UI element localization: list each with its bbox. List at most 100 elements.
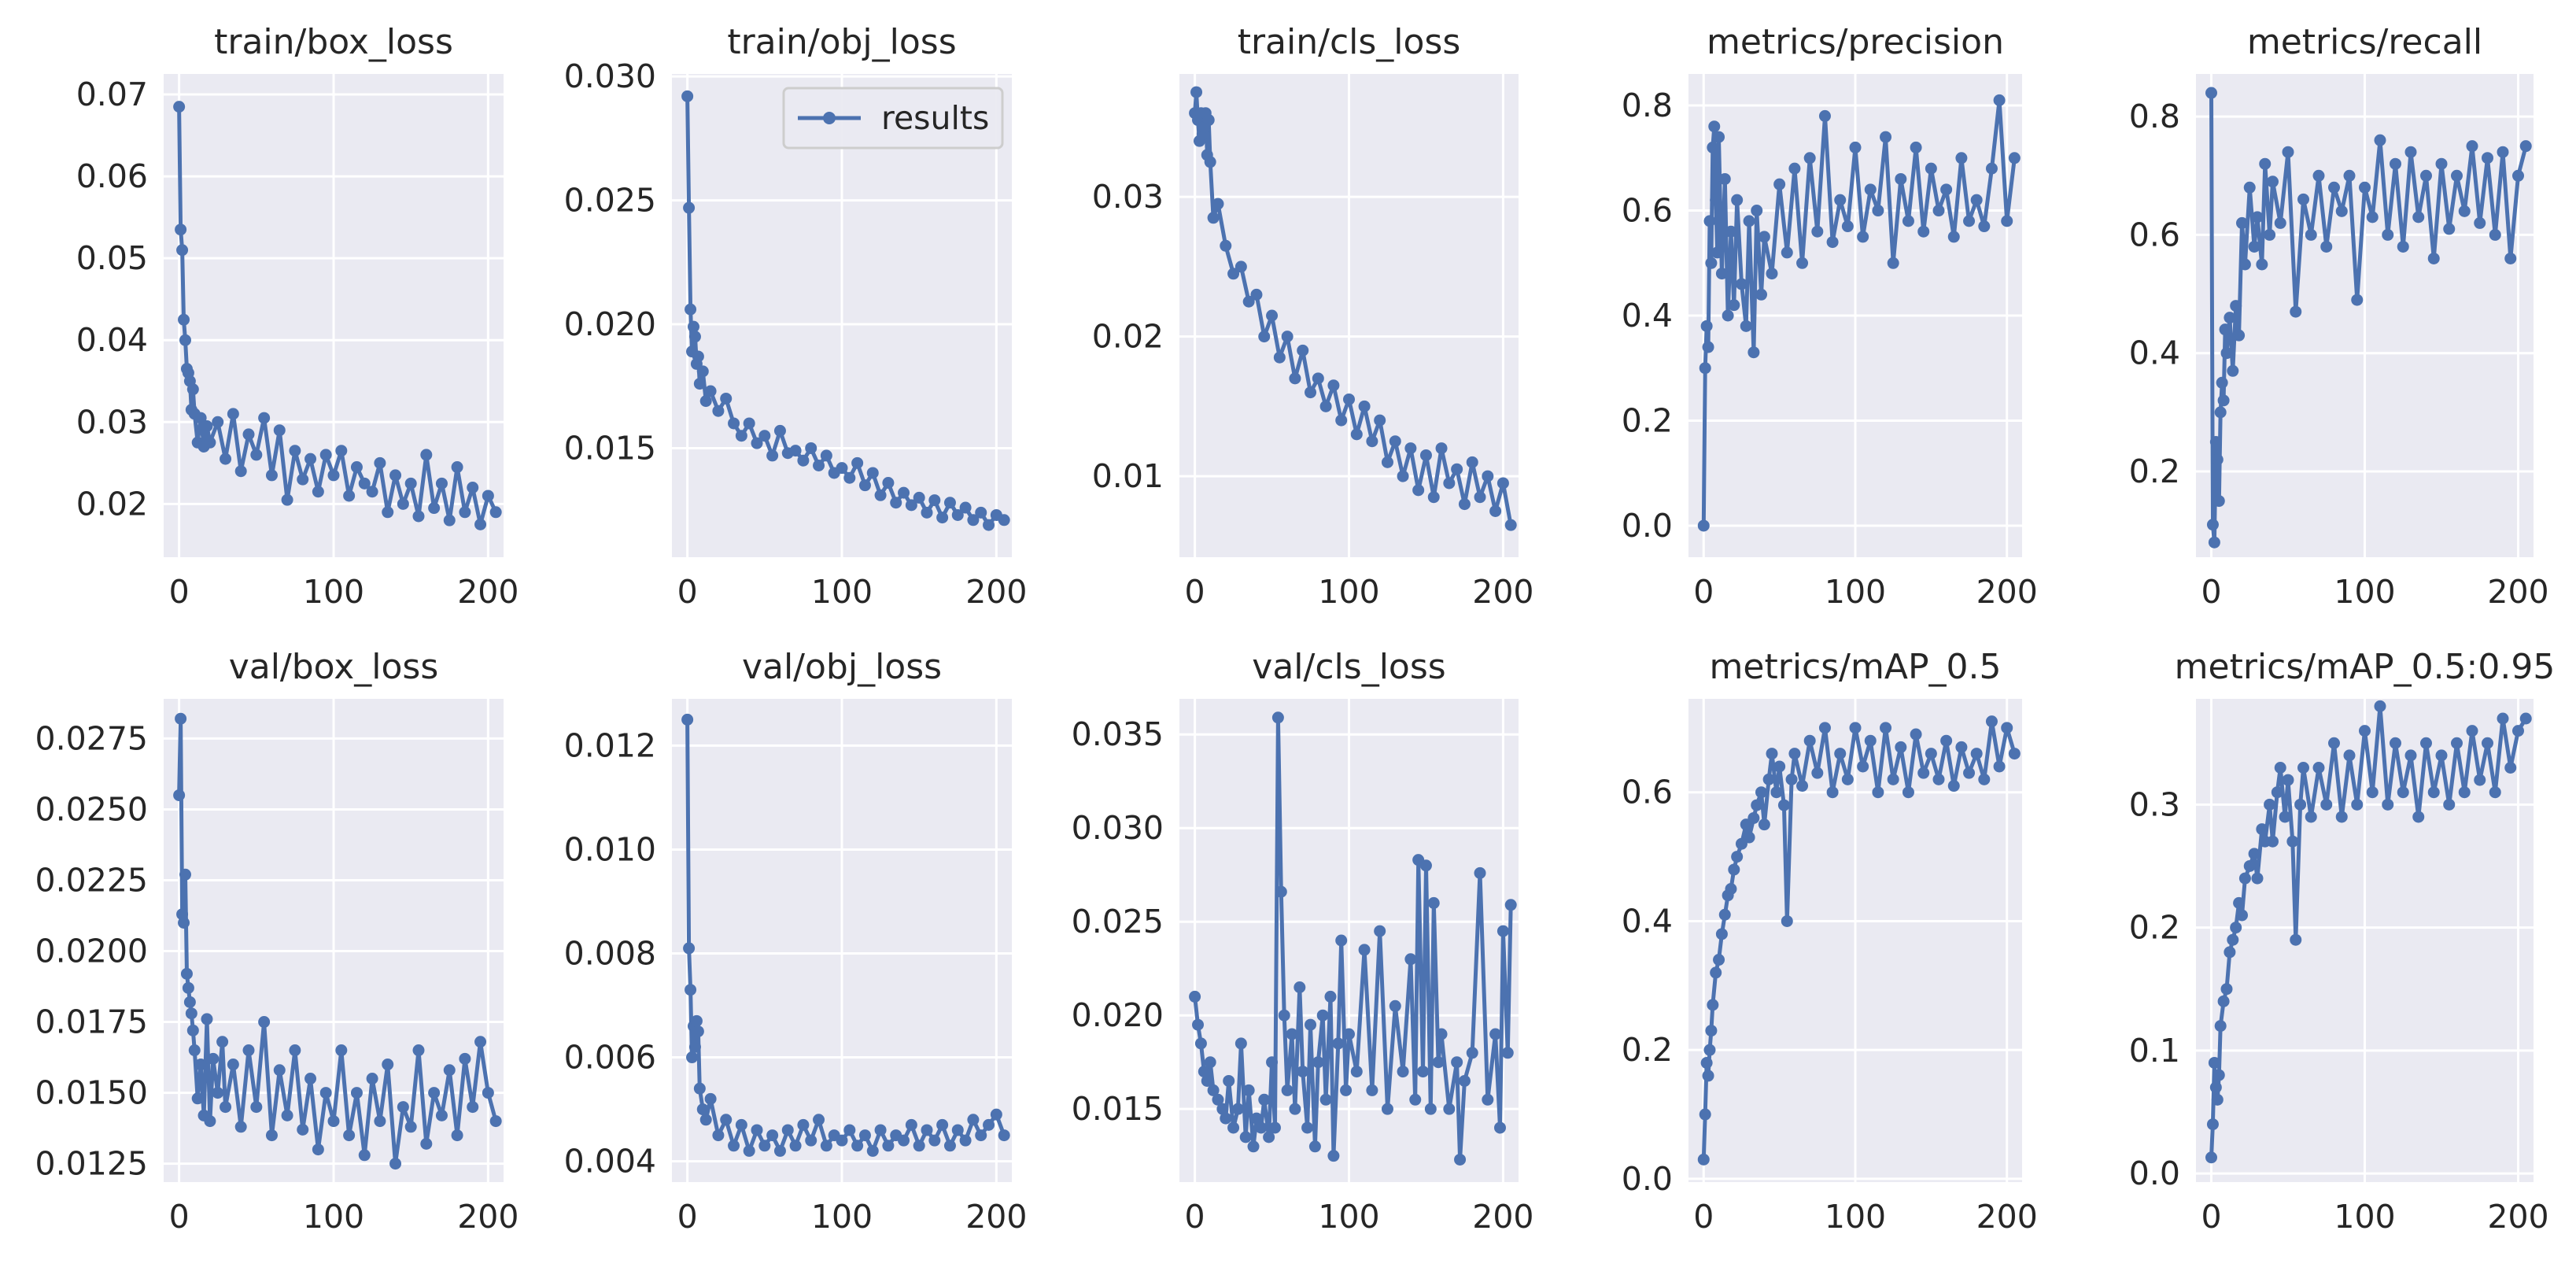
data-point [1785,773,1798,785]
data-point [758,430,771,442]
data-point [412,510,425,523]
data-point [843,1124,856,1136]
x-tick-label: 200 [965,573,1027,611]
y-tick-label: 0.0225 [35,861,148,899]
data-point [1880,722,1892,734]
data-point [1710,194,1722,206]
data-point [459,1052,471,1065]
data-point [435,1109,448,1121]
data-point [1443,477,1456,490]
data-point [990,1108,1002,1121]
data-point [2427,786,2440,799]
x-tick-label: 200 [457,1198,519,1236]
data-point [297,1123,309,1136]
data-point [1699,362,1711,375]
data-point [382,506,394,519]
data-point [1751,799,1763,811]
data-point [1327,1150,1340,1162]
subplot-title: train/box_loss [214,22,453,62]
data-point [688,331,701,343]
data-point [1711,246,1724,259]
data-point [2343,169,2356,182]
x-tick-label: 100 [1318,573,1379,611]
data-point [1278,1009,1290,1022]
data-point [1220,1112,1232,1125]
data-point [1297,1066,1309,1078]
data-point [1432,1056,1445,1069]
data-point [1758,231,1770,243]
data-point [1212,1093,1224,1106]
data-point [2236,216,2248,229]
data-point [289,445,301,457]
data-point [2220,347,2233,360]
data-point [2320,240,2333,253]
data-point [1327,379,1340,392]
data-point [1409,1093,1422,1106]
data-point [2211,453,2224,466]
legend-frame [782,87,1004,150]
data-point [289,1044,301,1057]
data-point [890,497,902,509]
data-point [1397,470,1409,482]
data-point [813,459,825,471]
data-point [2427,252,2440,264]
data-point [1857,231,1869,243]
data-point [1703,1044,1716,1056]
data-point [1458,498,1471,511]
data-point [687,320,699,333]
data-point [2217,995,2230,1007]
data-point [1504,519,1517,531]
data-point [983,519,995,531]
data-point [2489,786,2501,799]
data-point [1955,152,1968,164]
data-point [2290,933,2302,946]
data-point [420,1137,433,1150]
y-tick-label: 0.05 [76,239,148,277]
data-point [693,1082,706,1095]
data-point [2212,1069,2225,1081]
data-point [1818,109,1831,122]
x-tick-label: 100 [1825,573,1886,611]
data-point [1697,1153,1710,1166]
data-point [1305,1018,1317,1031]
y-tick-label: 0.07 [76,76,148,113]
data-point [2374,134,2386,146]
data-point [2267,176,2279,188]
x-tick-label: 0 [1693,573,1714,611]
data-point [1234,260,1247,273]
data-point [1504,899,1517,911]
data-point [2220,983,2233,996]
data-point [998,514,1010,527]
data-point [2279,811,2291,823]
subplot-title: val/box_loss [229,647,439,687]
data-point [1273,351,1286,364]
data-point [2451,169,2463,182]
data-point [2382,228,2394,241]
data-point [265,469,278,482]
data-point [489,1115,502,1128]
data-point [2251,872,2264,885]
data-point [1358,944,1371,956]
data-point [1762,773,1775,785]
data-point [874,489,887,501]
data-point [1374,925,1386,937]
data-point [1803,152,1816,164]
data-point [921,1124,933,1136]
data-point [1751,205,1763,217]
data-point [2206,1118,2219,1131]
data-point [683,942,696,955]
data-point [1242,1084,1255,1096]
data-point [1227,1121,1240,1134]
y-tick-label: 0.0275 [35,719,148,757]
data-point [273,1064,286,1077]
data-point [712,1129,725,1142]
y-tick-label: 0.2 [2129,453,2180,490]
data-point [281,493,293,506]
data-point [173,101,186,113]
data-point [874,1124,887,1136]
data-point [805,442,817,454]
data-point [2211,1093,2224,1106]
data-point [179,334,191,346]
data-point [1466,1047,1478,1059]
